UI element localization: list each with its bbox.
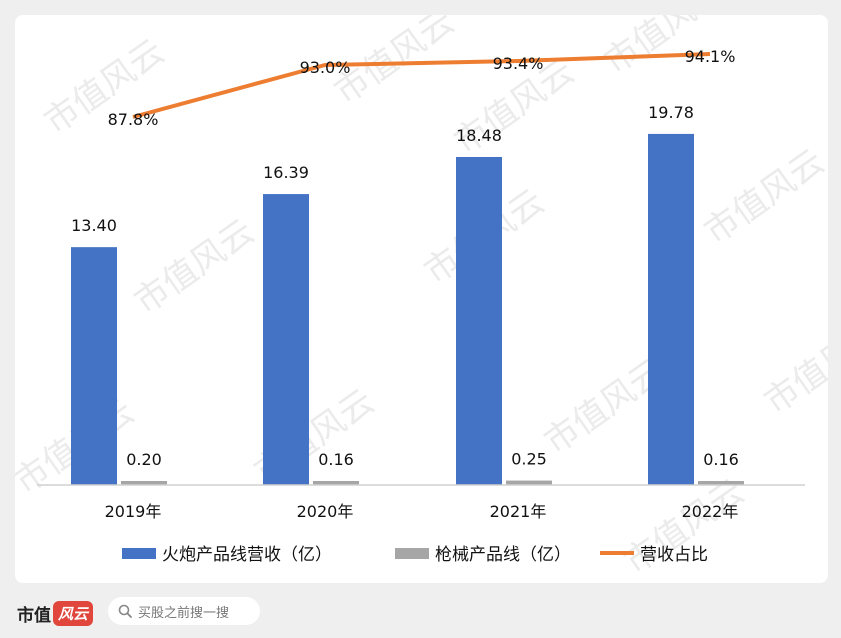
chart-card: 市值风云 市值风云 市值风云 市值风云 市值风云 市值风云 市值风云 市值风云 市值风云 市值风云… bbox=[15, 15, 828, 583]
data-label-share: 93.4% bbox=[493, 54, 544, 73]
data-label-firearms: 0.25 bbox=[511, 450, 547, 469]
data-label-artillery: 19.78 bbox=[648, 103, 694, 122]
data-label-artillery: 16.39 bbox=[263, 163, 309, 182]
watermark-text: 市值风云 bbox=[127, 212, 261, 323]
x-tick-label: 2019年 bbox=[105, 502, 162, 521]
bar-firearms bbox=[313, 481, 359, 485]
legend-swatch bbox=[122, 548, 156, 559]
bar-firearms bbox=[698, 481, 744, 485]
x-tick-label: 2020年 bbox=[297, 502, 354, 521]
data-label-firearms: 0.20 bbox=[126, 450, 162, 469]
bar-artillery bbox=[648, 133, 694, 485]
bar-firearms bbox=[506, 480, 552, 485]
watermark-text: 市值风云 bbox=[697, 142, 828, 253]
data-label-artillery: 13.40 bbox=[71, 216, 117, 235]
data-label-firearms: 0.16 bbox=[703, 450, 739, 469]
search-box[interactable]: 买股之前搜一搜 bbox=[108, 597, 260, 625]
data-label-share: 87.8% bbox=[108, 110, 159, 129]
bar-firearms bbox=[121, 481, 167, 485]
revenue-share-line bbox=[132, 52, 711, 119]
bar-artillery bbox=[456, 156, 502, 486]
logo-text: 市值 bbox=[17, 605, 51, 626]
search-icon bbox=[118, 604, 132, 618]
legend-label: 营收占比 bbox=[640, 545, 708, 565]
search-placeholder: 买股之前搜一搜 bbox=[138, 605, 230, 621]
legend-label: 火炮产品线营收（亿） bbox=[162, 545, 332, 565]
legend-swatch bbox=[395, 548, 429, 559]
logo-mark: 风云 bbox=[53, 600, 94, 626]
bar-artillery bbox=[263, 194, 309, 485]
data-label-firearms: 0.16 bbox=[318, 450, 354, 469]
data-label-artillery: 18.48 bbox=[456, 126, 502, 145]
brand-logo: 市值 风云 bbox=[17, 598, 94, 628]
data-label-share: 94.1% bbox=[685, 47, 736, 66]
data-label-share: 93.0% bbox=[300, 58, 351, 77]
x-tick-label: 2021年 bbox=[490, 502, 547, 521]
bar-artillery bbox=[71, 247, 117, 485]
legend-label: 枪械产品线（亿） bbox=[435, 545, 571, 565]
x-tick-label: 2022年 bbox=[682, 502, 739, 521]
watermark-text: 市值风云 bbox=[617, 472, 751, 583]
footer: 市值 风云 买股之前搜一搜 bbox=[0, 590, 841, 638]
watermark-text: 市值风云 bbox=[757, 312, 828, 423]
